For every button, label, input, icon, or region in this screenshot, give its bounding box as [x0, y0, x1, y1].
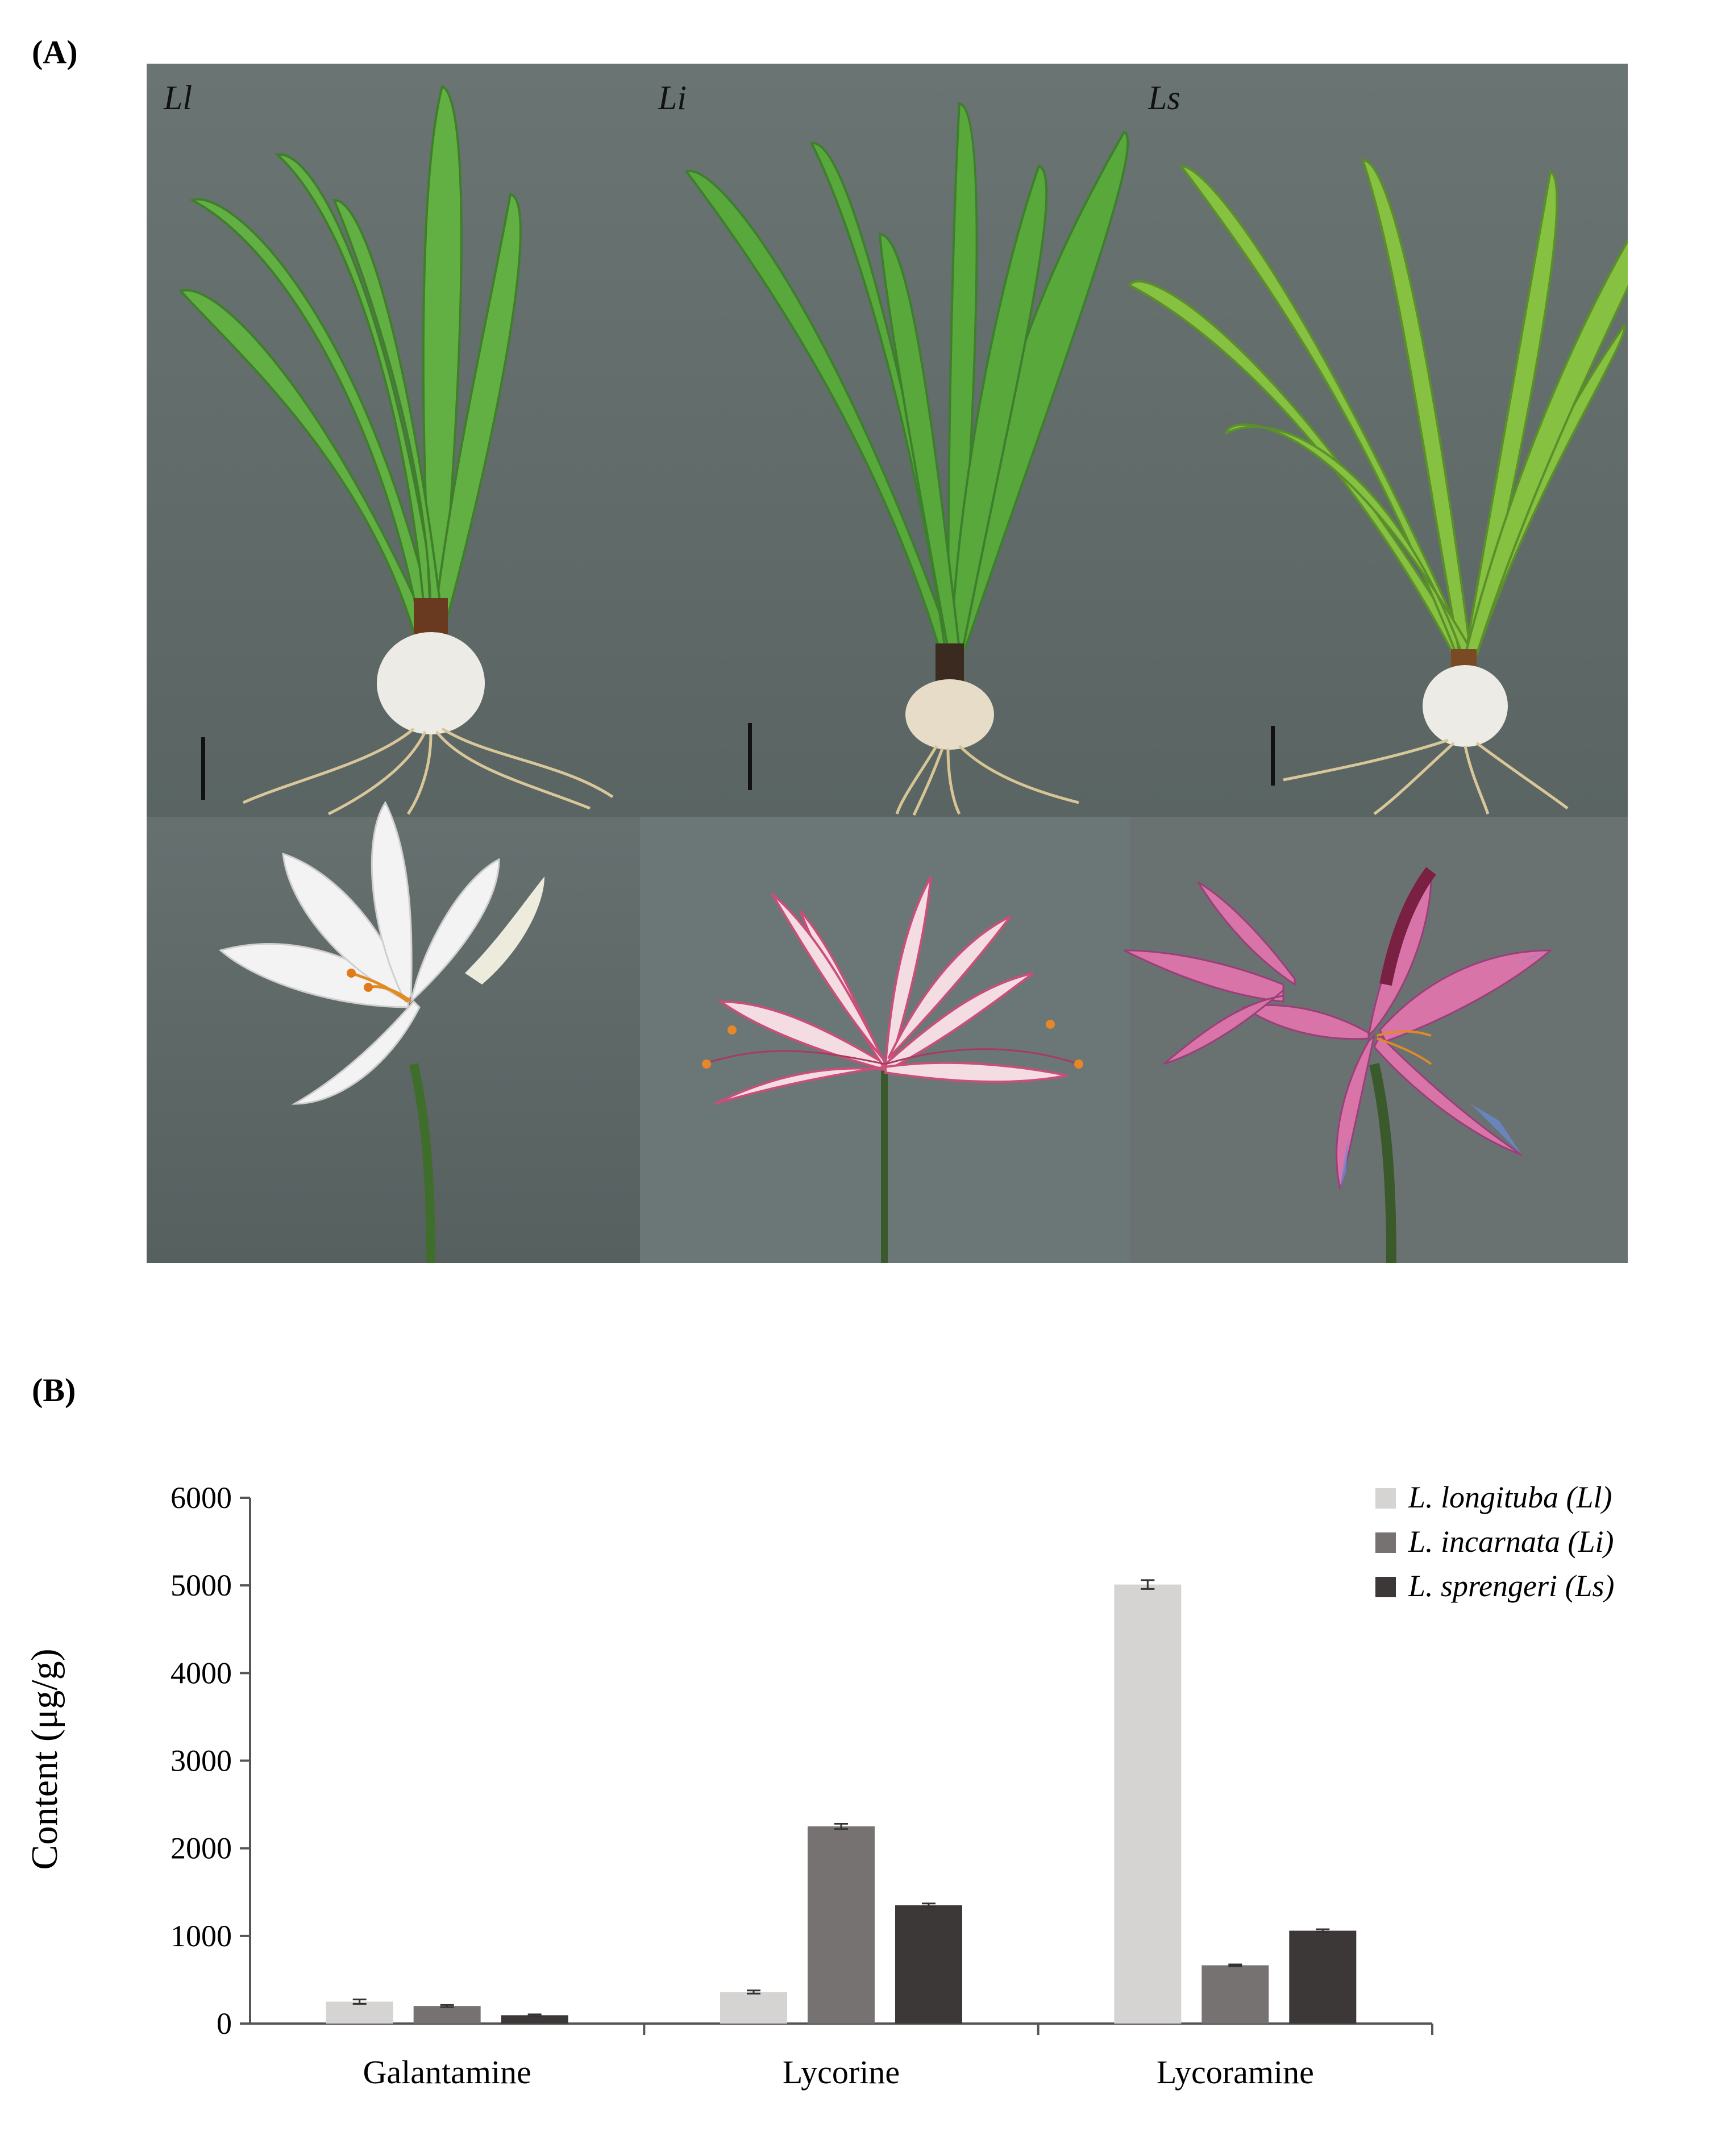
y-axis-title: Content (μg/g) [24, 1648, 65, 1870]
bar-group [326, 1579, 1357, 2024]
li-plant-illustration [684, 102, 1129, 816]
y-tick-label: 4000 [171, 1656, 232, 1690]
ll-plant-illustration [178, 85, 614, 816]
species-tag-ls: Ls [1147, 79, 1180, 117]
legend-swatch [1375, 1488, 1396, 1509]
category-label: Lycorine [783, 2054, 900, 2091]
legend-label: L. sprengeri (Ls) [1408, 1569, 1615, 1603]
photo-li-plant [640, 64, 1130, 817]
bar [326, 2001, 393, 2024]
ls-flower-illustration [1124, 867, 1553, 1263]
legend-swatch [1375, 1532, 1396, 1553]
y-tick-label: 0 [217, 2007, 232, 2041]
species-tag-li: Li [658, 79, 687, 117]
x-axis: Galantamine Lycorine Lycoramine [250, 2022, 1433, 2091]
y-tick-label: 6000 [171, 1481, 232, 1515]
bar [720, 1992, 787, 2024]
legend-label: L. longituba (Ll) [1408, 1480, 1612, 1514]
ll-flower-illustration [218, 801, 544, 1263]
category-label: Galantamine [363, 2054, 531, 2091]
chart-legend: L. longituba (Ll) L. incarnata (Li) L. spr… [1375, 1480, 1615, 1603]
y-tick-label: 1000 [171, 1919, 232, 1953]
bar [1201, 1965, 1269, 2024]
ls-plant-illustration [1128, 159, 1628, 815]
y-tick-label: 5000 [171, 1568, 232, 1602]
legend-label: L. incarnata (Li) [1408, 1524, 1614, 1559]
y-tick-label: 3000 [171, 1744, 232, 1778]
bar [895, 1905, 962, 2024]
bar [413, 2006, 481, 2024]
y-axis: 0 1000 2000 3000 4000 5000 6000 [171, 1481, 251, 2041]
category-label: Lycoramine [1157, 2054, 1314, 2091]
panel-b-label: (B) [32, 1372, 76, 1409]
y-tick-label: 2000 [171, 1831, 232, 1866]
panel-a-label: (A) [32, 34, 78, 70]
plant-photo-grid: Ll Li Ls [147, 64, 1628, 1263]
legend-swatch [1375, 1577, 1396, 1597]
bar [1289, 1930, 1357, 2024]
bar [808, 1826, 875, 2024]
species-tag-ll: Ll [163, 79, 192, 117]
bar [1114, 1584, 1182, 2024]
plant-photos: Ll Li Ls [147, 64, 1628, 1263]
bar [501, 2015, 568, 2024]
li-flower-illustration [702, 876, 1083, 1263]
